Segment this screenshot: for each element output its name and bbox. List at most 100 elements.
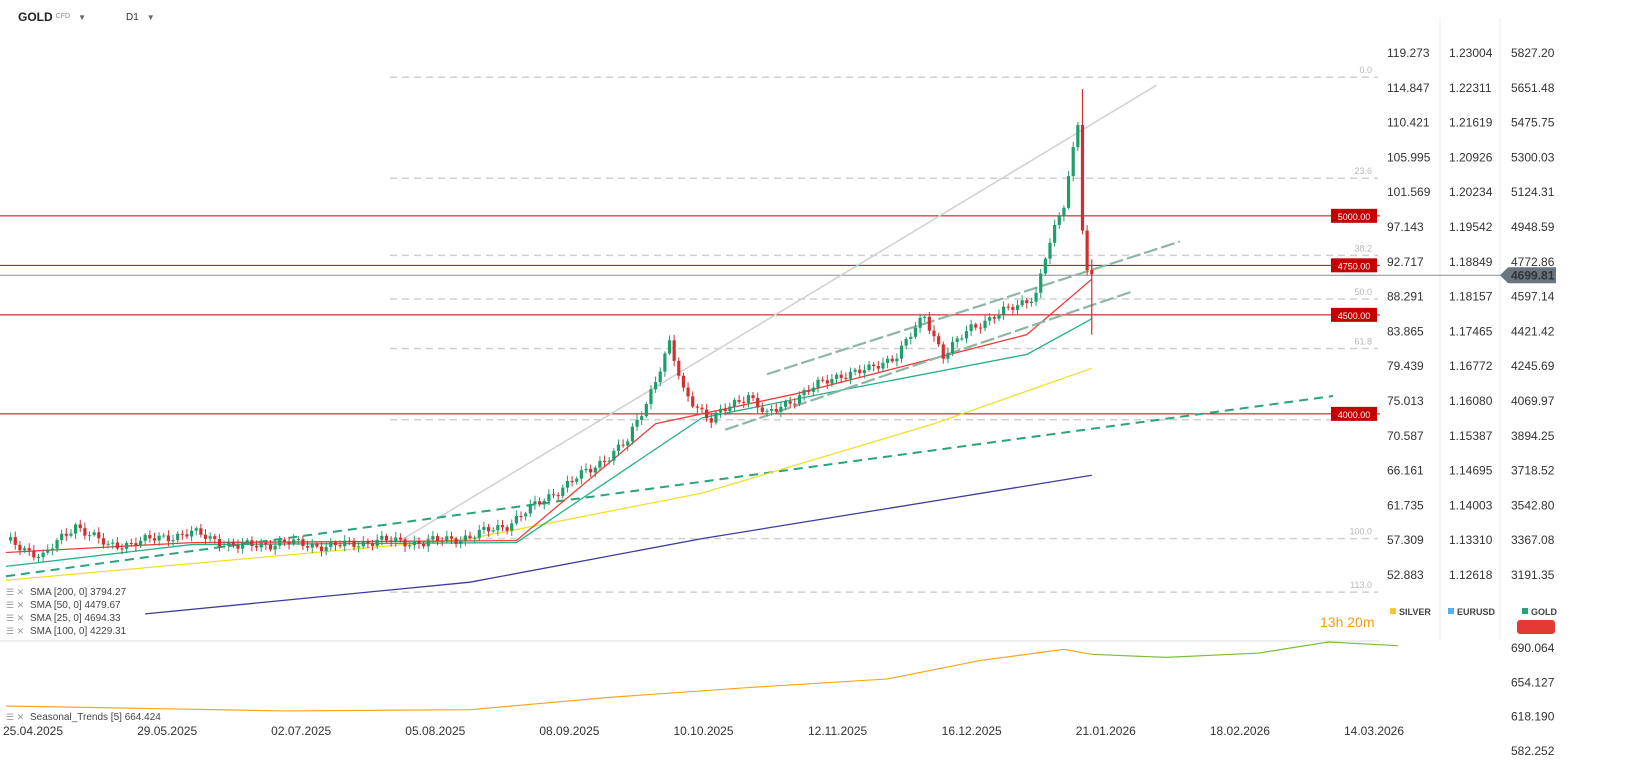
candle-body bbox=[13, 537, 17, 545]
candle-body bbox=[27, 548, 31, 551]
candle-body bbox=[575, 478, 579, 482]
silver-tick: 75.013 bbox=[1387, 394, 1424, 408]
candle-body bbox=[370, 543, 375, 546]
candle-body bbox=[570, 480, 574, 482]
candle-body bbox=[310, 543, 314, 548]
fib-label: 100.0 bbox=[1349, 527, 1372, 537]
candle-body bbox=[46, 549, 50, 553]
symbol-type: CFD bbox=[55, 12, 71, 20]
candle-body bbox=[667, 340, 672, 354]
candle-body bbox=[765, 410, 769, 412]
candle-body bbox=[134, 543, 138, 547]
eurusd-tick: 1.14003 bbox=[1449, 498, 1493, 512]
candle-body bbox=[533, 501, 537, 505]
price-tick: 3894.25 bbox=[1511, 429, 1555, 443]
candle-body bbox=[783, 401, 788, 407]
candle-body bbox=[473, 537, 477, 539]
candle-body bbox=[834, 374, 839, 379]
candle-body bbox=[203, 534, 208, 539]
level-label: 4500.00 bbox=[1338, 311, 1371, 321]
candle-body bbox=[895, 358, 899, 362]
candle-body bbox=[1002, 306, 1006, 315]
price-tick: 5124.31 bbox=[1511, 185, 1555, 199]
candle-body bbox=[482, 527, 486, 530]
compare-label: GOLD bbox=[1531, 607, 1557, 617]
candle-body bbox=[551, 494, 556, 496]
eurusd-tick: 1.19542 bbox=[1449, 220, 1493, 234]
candle-body bbox=[120, 548, 124, 550]
candle-body bbox=[454, 538, 458, 544]
candle-body bbox=[983, 320, 987, 329]
candle-body bbox=[886, 358, 890, 363]
candle-body bbox=[389, 540, 393, 542]
seasonal-past-line bbox=[5, 648, 1092, 712]
candle-body bbox=[125, 542, 129, 549]
candle-body bbox=[862, 370, 866, 374]
candle-body bbox=[598, 460, 602, 468]
candle-body bbox=[677, 360, 681, 376]
candle-body bbox=[686, 387, 690, 397]
candle-body bbox=[412, 540, 416, 546]
silver-tick: 70.587 bbox=[1387, 429, 1424, 443]
candle-body bbox=[306, 546, 310, 548]
candle-body bbox=[227, 541, 231, 546]
symbol-name[interactable]: GOLD bbox=[18, 10, 53, 24]
date-tick: 18.02.2026 bbox=[1210, 724, 1270, 738]
candle-body bbox=[1006, 306, 1010, 308]
candle-body bbox=[78, 524, 82, 529]
candle-body bbox=[477, 529, 481, 538]
candle-body bbox=[867, 364, 871, 371]
candle-body bbox=[858, 369, 862, 374]
sma-legend-entry: SMA [25, 0] 4694.33 bbox=[30, 613, 121, 624]
candle-body bbox=[960, 338, 964, 340]
silver-tick: 52.883 bbox=[1387, 568, 1424, 582]
candle-body bbox=[185, 534, 189, 537]
fib-label: 113.0 bbox=[1350, 580, 1372, 590]
candle-body bbox=[528, 504, 532, 514]
date-tick: 10.10.2025 bbox=[673, 724, 733, 738]
compare-label: SILVER bbox=[1399, 607, 1431, 617]
silver-tick: 101.569 bbox=[1387, 185, 1431, 199]
price-tick: 3718.52 bbox=[1511, 464, 1555, 478]
candle-body bbox=[152, 538, 157, 541]
candle-body bbox=[672, 340, 676, 361]
symbol-dropdown-icon[interactable]: ▼ bbox=[78, 12, 86, 22]
fib-trend-line bbox=[400, 84, 1158, 542]
seasonal-tick: 654.127 bbox=[1511, 675, 1555, 689]
candle-body bbox=[705, 409, 709, 419]
candle-body bbox=[816, 379, 820, 388]
candle-body bbox=[807, 390, 811, 392]
fib-label: 38.2 bbox=[1354, 243, 1372, 253]
sma50-line bbox=[5, 318, 1093, 568]
candle-body bbox=[890, 358, 894, 362]
legend-controls: ☰ ✕ bbox=[6, 613, 24, 623]
candle-body bbox=[245, 540, 249, 543]
candle-body bbox=[468, 535, 472, 539]
candle-body bbox=[273, 545, 277, 550]
level-label: 5000.00 bbox=[1338, 212, 1371, 222]
candle-body bbox=[162, 535, 166, 537]
candle-body bbox=[621, 444, 625, 446]
countdown-timer: 13h 20m bbox=[1320, 614, 1374, 630]
candle-body bbox=[964, 331, 969, 339]
date-tick: 21.01.2026 bbox=[1076, 724, 1136, 738]
candle-body bbox=[700, 407, 704, 410]
candle-body bbox=[264, 543, 268, 545]
candle-body bbox=[839, 374, 843, 378]
seasonal-legend: Seasonal_Trends [5] 664.424 bbox=[30, 712, 161, 723]
channel-upper-line bbox=[766, 240, 1181, 376]
candle-body bbox=[695, 406, 699, 408]
level-badge bbox=[1331, 208, 1377, 223]
timeframe-select[interactable]: D1 bbox=[125, 11, 139, 23]
candle-body bbox=[324, 546, 328, 552]
timeframe-dropdown-icon[interactable]: ▼ bbox=[146, 12, 155, 22]
long-trend-line bbox=[5, 395, 1334, 578]
sma100-line bbox=[5, 367, 1092, 581]
compare-swatch bbox=[1390, 608, 1396, 614]
price-tick: 4069.97 bbox=[1511, 394, 1555, 408]
candle-body bbox=[1011, 307, 1015, 310]
eurusd-tick: 1.12618 bbox=[1449, 568, 1493, 582]
level-badge bbox=[1331, 258, 1377, 273]
